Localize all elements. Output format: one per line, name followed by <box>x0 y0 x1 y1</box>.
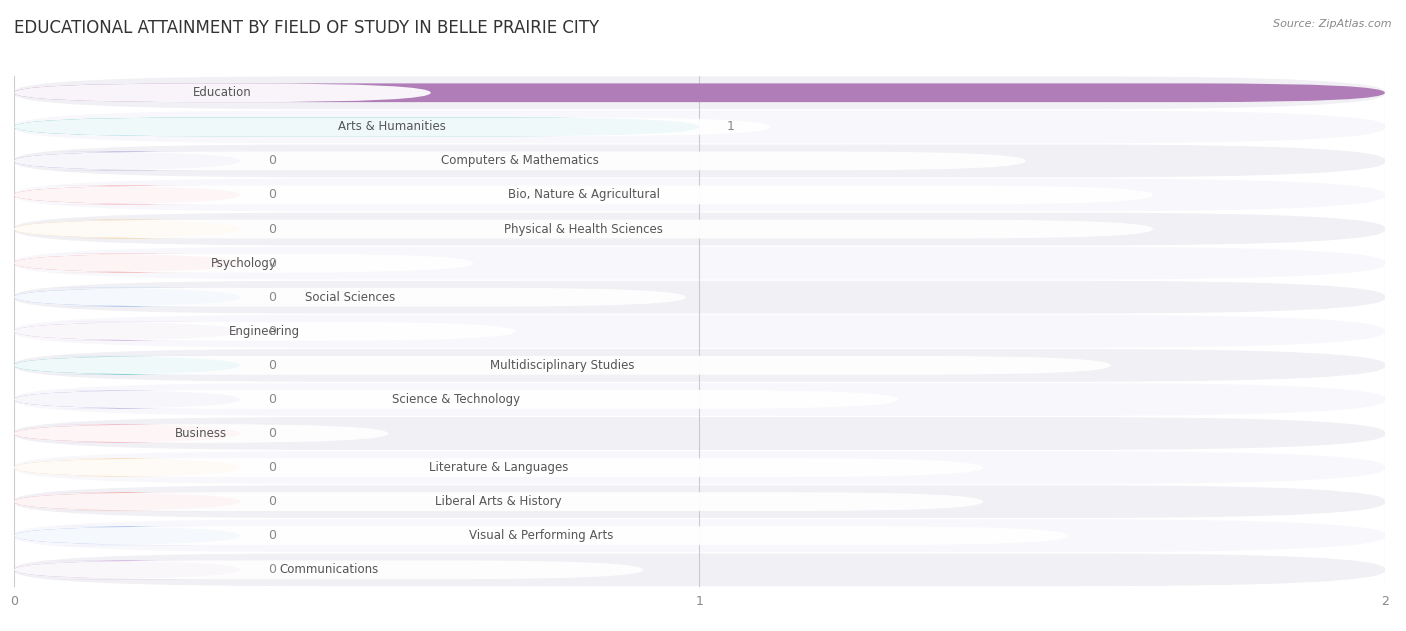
FancyBboxPatch shape <box>14 213 1385 245</box>
FancyBboxPatch shape <box>14 451 1385 484</box>
FancyBboxPatch shape <box>14 117 770 136</box>
FancyBboxPatch shape <box>14 179 1385 211</box>
FancyBboxPatch shape <box>14 390 240 409</box>
FancyBboxPatch shape <box>14 83 1385 102</box>
Text: Arts & Humanities: Arts & Humanities <box>339 121 446 133</box>
Text: Communications: Communications <box>278 563 378 576</box>
FancyBboxPatch shape <box>14 247 1385 280</box>
FancyBboxPatch shape <box>14 254 240 273</box>
Text: Literature & Languages: Literature & Languages <box>429 461 568 474</box>
Text: 0: 0 <box>267 189 276 201</box>
Text: 0: 0 <box>267 461 276 474</box>
Text: Physical & Health Sciences: Physical & Health Sciences <box>505 223 664 235</box>
FancyBboxPatch shape <box>14 424 240 443</box>
FancyBboxPatch shape <box>14 424 388 443</box>
FancyBboxPatch shape <box>14 519 1385 552</box>
FancyBboxPatch shape <box>14 186 240 204</box>
FancyBboxPatch shape <box>14 560 240 579</box>
FancyBboxPatch shape <box>14 315 1385 348</box>
FancyBboxPatch shape <box>14 288 686 307</box>
FancyBboxPatch shape <box>14 349 1385 382</box>
Text: Engineering: Engineering <box>229 325 301 338</box>
FancyBboxPatch shape <box>14 322 516 341</box>
Text: 0: 0 <box>267 257 276 269</box>
Text: Social Sciences: Social Sciences <box>305 291 395 304</box>
Text: Psychology: Psychology <box>211 257 277 269</box>
Text: Multidisciplinary Studies: Multidisciplinary Studies <box>491 359 634 372</box>
Text: 0: 0 <box>267 427 276 440</box>
Text: Computers & Mathematics: Computers & Mathematics <box>441 155 599 167</box>
FancyBboxPatch shape <box>14 492 240 511</box>
Text: Liberal Arts & History: Liberal Arts & History <box>436 495 562 508</box>
FancyBboxPatch shape <box>14 144 1385 177</box>
FancyBboxPatch shape <box>14 417 1385 450</box>
Text: 0: 0 <box>267 155 276 167</box>
FancyBboxPatch shape <box>14 560 644 579</box>
FancyBboxPatch shape <box>14 458 983 477</box>
FancyBboxPatch shape <box>14 322 240 341</box>
Text: Source: ZipAtlas.com: Source: ZipAtlas.com <box>1274 19 1392 29</box>
FancyBboxPatch shape <box>14 383 1385 416</box>
FancyBboxPatch shape <box>14 220 240 239</box>
Text: 0: 0 <box>267 223 276 235</box>
Text: Bio, Nature & Agricultural: Bio, Nature & Agricultural <box>508 189 659 201</box>
FancyBboxPatch shape <box>14 458 240 477</box>
Text: Business: Business <box>176 427 228 440</box>
FancyBboxPatch shape <box>14 356 1111 375</box>
Text: 1: 1 <box>727 121 735 133</box>
FancyBboxPatch shape <box>14 485 1385 518</box>
Text: 0: 0 <box>267 495 276 508</box>
FancyBboxPatch shape <box>14 492 983 511</box>
Text: 0: 0 <box>267 291 276 304</box>
Text: Visual & Performing Arts: Visual & Performing Arts <box>470 529 613 542</box>
FancyBboxPatch shape <box>14 281 1385 314</box>
FancyBboxPatch shape <box>14 110 1385 143</box>
FancyBboxPatch shape <box>14 151 240 170</box>
FancyBboxPatch shape <box>14 220 1153 239</box>
FancyBboxPatch shape <box>14 186 1153 204</box>
FancyBboxPatch shape <box>14 76 1385 109</box>
Text: Education: Education <box>193 86 252 99</box>
Text: Science & Technology: Science & Technology <box>392 393 520 406</box>
FancyBboxPatch shape <box>14 390 898 409</box>
Text: 0: 0 <box>267 325 276 338</box>
FancyBboxPatch shape <box>14 151 1026 170</box>
FancyBboxPatch shape <box>14 526 1069 545</box>
FancyBboxPatch shape <box>14 83 430 102</box>
FancyBboxPatch shape <box>14 526 240 545</box>
Text: 0: 0 <box>267 529 276 542</box>
FancyBboxPatch shape <box>14 288 240 307</box>
FancyBboxPatch shape <box>14 356 240 375</box>
Text: 0: 0 <box>267 393 276 406</box>
Text: EDUCATIONAL ATTAINMENT BY FIELD OF STUDY IN BELLE PRAIRIE CITY: EDUCATIONAL ATTAINMENT BY FIELD OF STUDY… <box>14 19 599 37</box>
FancyBboxPatch shape <box>14 117 700 136</box>
Text: 0: 0 <box>267 563 276 576</box>
FancyBboxPatch shape <box>14 254 474 273</box>
Text: 0: 0 <box>267 359 276 372</box>
FancyBboxPatch shape <box>14 553 1385 586</box>
